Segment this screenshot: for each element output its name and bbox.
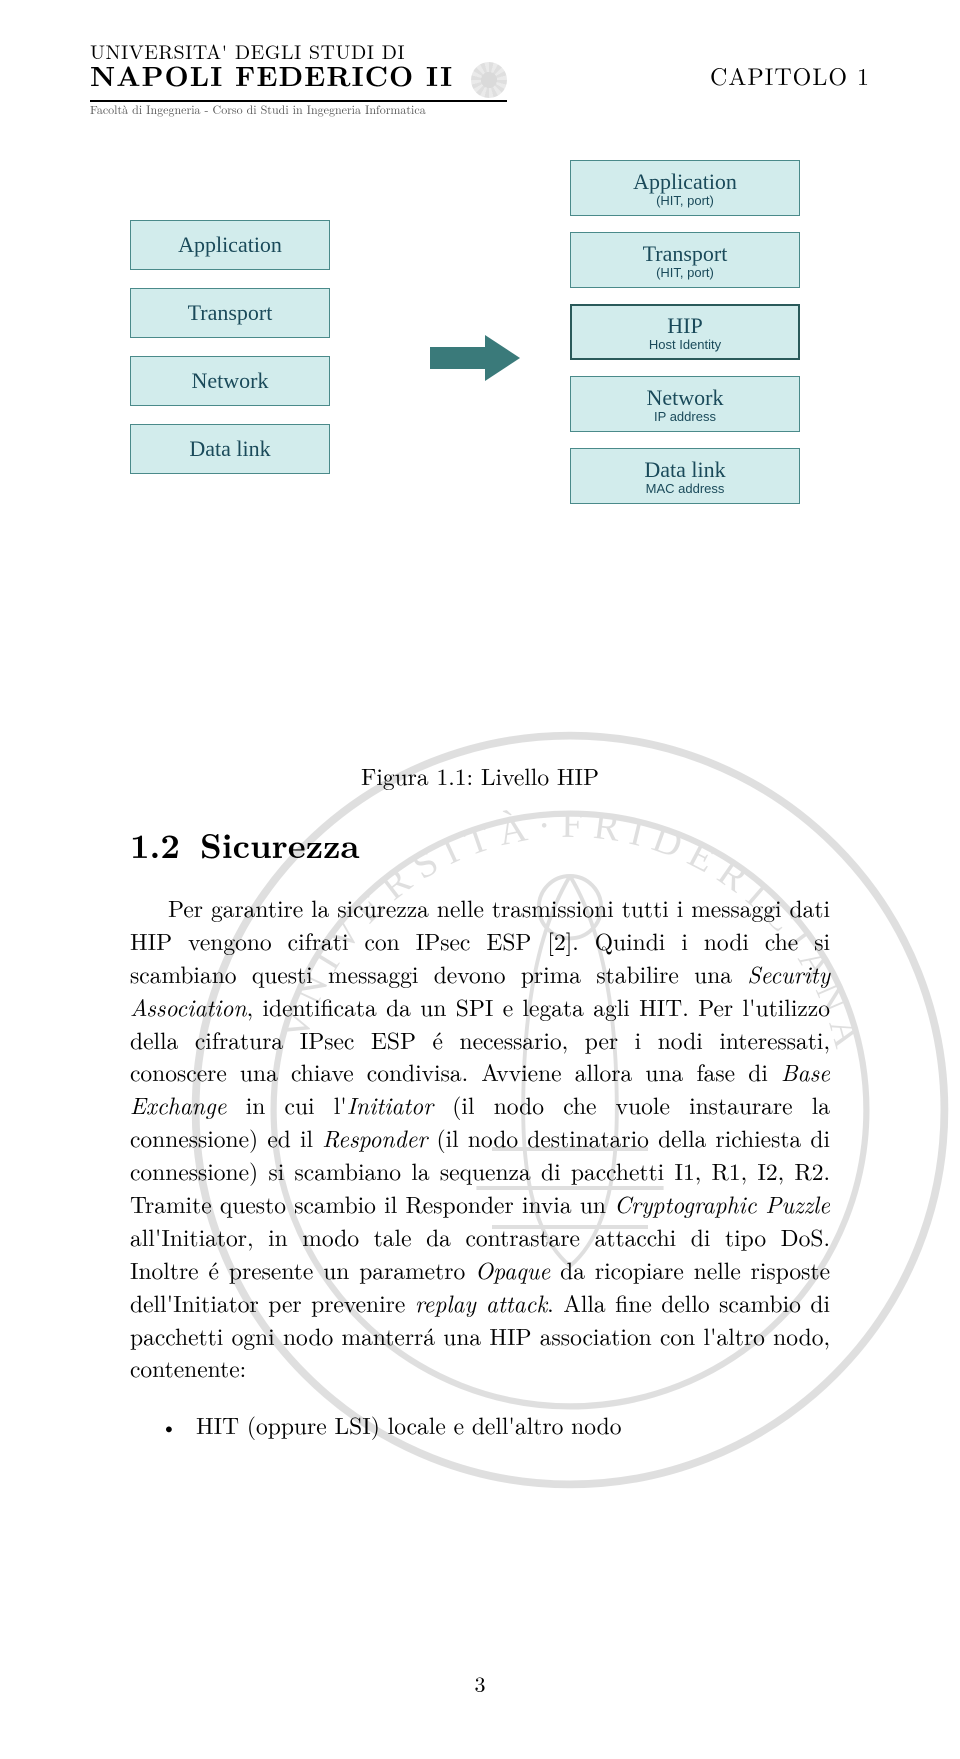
page: V N I V E R S I T À · F R I D E R I C I …	[0, 0, 960, 1759]
layer-box-left: Data link	[130, 424, 330, 474]
chapter-label: CAPITOLO 1	[710, 58, 870, 92]
section-heading: 1.2Sicurezza	[130, 821, 830, 869]
layer-box-hip: HIPHost Identity	[570, 304, 800, 360]
bullet-list: HIT (oppure LSI) locale e dell'altro nod…	[130, 1409, 830, 1442]
page-header: UNIVERSITA' DEGLI STUDI DI NAPOLI FEDERI…	[90, 40, 870, 116]
layer-box-left: Network	[130, 356, 330, 406]
crest-icon	[471, 62, 507, 98]
bullet-item: HIT (oppure LSI) locale e dell'altro nod…	[190, 1409, 830, 1442]
figure-caption: Figura 1.1: Livello HIP	[130, 760, 830, 793]
layer-box-right: Data linkMAC address	[570, 448, 800, 504]
layer-diagram: Application Transport Network Data link Appl…	[130, 160, 830, 720]
arrow-icon	[430, 335, 520, 381]
university-block: UNIVERSITA' DEGLI STUDI DI NAPOLI FEDERI…	[90, 40, 507, 116]
uni-line-3: Facoltà di Ingegneria - Corso di Studi i…	[90, 100, 507, 117]
section-title: Sicurezza	[200, 820, 359, 869]
layer-box-left: Application	[130, 220, 330, 270]
section-number: 1.2	[130, 821, 200, 869]
layer-box-left: Transport	[130, 288, 330, 338]
content-area: Figura 1.1: Livello HIP 1.2Sicurezza Per…	[130, 760, 830, 1442]
uni-name: NAPOLI FEDERICO II	[90, 55, 453, 95]
page-number: 3	[0, 1668, 960, 1699]
layer-box-right: NetworkIP address	[570, 376, 800, 432]
layer-box-right: Transport(HIT, port)	[570, 232, 800, 288]
body-paragraph: Per garantire la sicurezza nelle trasmis…	[130, 892, 830, 1385]
uni-line-2: NAPOLI FEDERICO II	[90, 61, 507, 98]
layer-box-right: Application(HIT, port)	[570, 160, 800, 216]
